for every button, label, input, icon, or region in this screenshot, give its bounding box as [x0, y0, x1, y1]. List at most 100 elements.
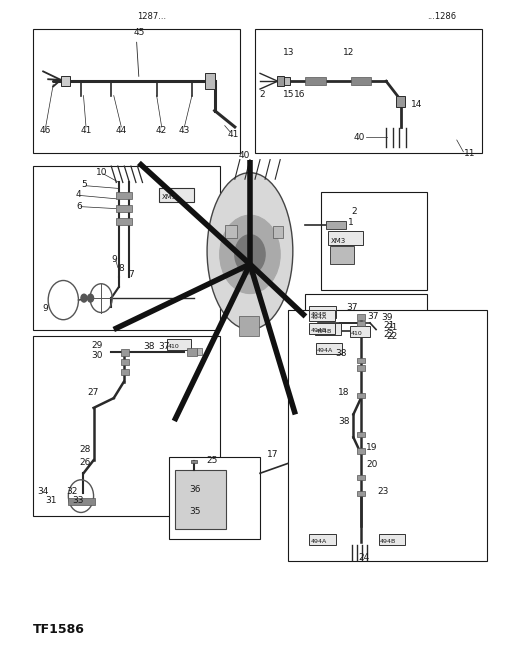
Text: 26: 26 [79, 458, 91, 467]
Text: 45: 45 [133, 28, 145, 38]
Text: 22: 22 [383, 330, 394, 339]
Text: 24: 24 [358, 553, 369, 562]
Bar [116, 192, 132, 199]
Bar [309, 323, 334, 334]
Bar [33, 166, 219, 330]
Bar [224, 225, 237, 238]
Circle shape [81, 294, 87, 302]
Bar [378, 534, 404, 545]
Text: ...1286: ...1286 [426, 12, 456, 21]
Text: 39: 39 [380, 313, 392, 322]
Text: 16: 16 [294, 90, 305, 99]
Bar [314, 323, 340, 335]
Text: 9: 9 [111, 254, 117, 264]
Text: 4: 4 [76, 190, 81, 199]
Text: 28: 28 [79, 445, 91, 454]
Text: 43: 43 [178, 127, 190, 136]
Bar [287, 310, 486, 561]
Text: 494A: 494A [316, 349, 332, 353]
Text: 42: 42 [156, 127, 167, 136]
Text: 13: 13 [282, 48, 294, 57]
Bar [357, 321, 365, 326]
Bar [166, 339, 190, 351]
Bar [121, 359, 129, 366]
Circle shape [219, 215, 279, 293]
Text: 5: 5 [81, 180, 87, 189]
Text: 7: 7 [128, 270, 133, 279]
Text: 41: 41 [80, 127, 92, 136]
Text: 38: 38 [337, 417, 349, 426]
Text: 10: 10 [96, 168, 107, 177]
Bar [276, 76, 284, 86]
Bar [204, 73, 214, 89]
Bar [329, 246, 353, 264]
Bar [327, 231, 363, 244]
Text: 410: 410 [167, 345, 179, 349]
Bar [121, 349, 129, 356]
Text: 1: 1 [348, 218, 353, 227]
Text: 37: 37 [345, 303, 357, 312]
Text: 41: 41 [227, 130, 238, 139]
Text: 410: 410 [350, 331, 362, 336]
Text: 494B: 494B [310, 328, 326, 333]
Bar [357, 358, 365, 364]
Text: 11: 11 [463, 150, 475, 158]
Bar [349, 326, 370, 337]
Text: 21: 21 [383, 320, 394, 330]
Bar [169, 457, 260, 538]
Bar [350, 77, 370, 85]
Bar [305, 77, 325, 85]
Text: 27: 27 [88, 388, 99, 397]
Bar [357, 448, 365, 453]
Bar [61, 76, 70, 86]
Bar [175, 470, 225, 529]
Circle shape [88, 294, 93, 302]
Text: 494B: 494B [310, 312, 326, 317]
Bar [121, 368, 129, 375]
Text: 40: 40 [238, 152, 250, 160]
Bar [116, 218, 132, 225]
Bar [325, 221, 345, 229]
Text: 12: 12 [343, 48, 354, 57]
Text: 494B: 494B [379, 539, 395, 544]
Bar [315, 343, 341, 355]
Bar [191, 459, 197, 463]
Text: XM3: XM3 [162, 194, 177, 200]
Bar [68, 498, 94, 505]
Text: 1287...: 1287... [137, 12, 166, 21]
Text: 32: 32 [66, 487, 77, 496]
Text: 20: 20 [365, 460, 377, 469]
Text: 494B: 494B [315, 329, 331, 333]
Text: 29: 29 [91, 341, 102, 350]
Bar [357, 474, 365, 480]
Ellipse shape [207, 173, 292, 330]
Bar [357, 366, 365, 370]
Text: 15: 15 [282, 90, 294, 99]
Bar [309, 310, 334, 321]
Text: 30: 30 [91, 351, 102, 360]
Text: 8: 8 [119, 264, 124, 273]
Text: 494A: 494A [310, 539, 326, 544]
Text: 40: 40 [353, 133, 364, 142]
Bar [309, 306, 335, 318]
Text: 38: 38 [143, 342, 154, 351]
Text: 38: 38 [335, 349, 347, 358]
Text: 36: 36 [189, 484, 201, 494]
Bar [33, 336, 219, 516]
Text: XM3: XM3 [330, 238, 345, 244]
Bar [196, 349, 202, 355]
Bar [238, 316, 259, 336]
Bar [283, 77, 289, 85]
Text: 21: 21 [385, 322, 397, 331]
Bar [254, 29, 481, 153]
Bar [186, 348, 196, 356]
Text: 6: 6 [76, 202, 81, 211]
Text: 44: 44 [116, 127, 127, 136]
Bar [309, 534, 335, 545]
Bar [33, 29, 239, 153]
Text: 18: 18 [337, 388, 349, 397]
Text: TF1586: TF1586 [33, 623, 85, 637]
Bar [272, 226, 282, 238]
Text: 23: 23 [376, 487, 388, 496]
Bar [395, 96, 405, 107]
